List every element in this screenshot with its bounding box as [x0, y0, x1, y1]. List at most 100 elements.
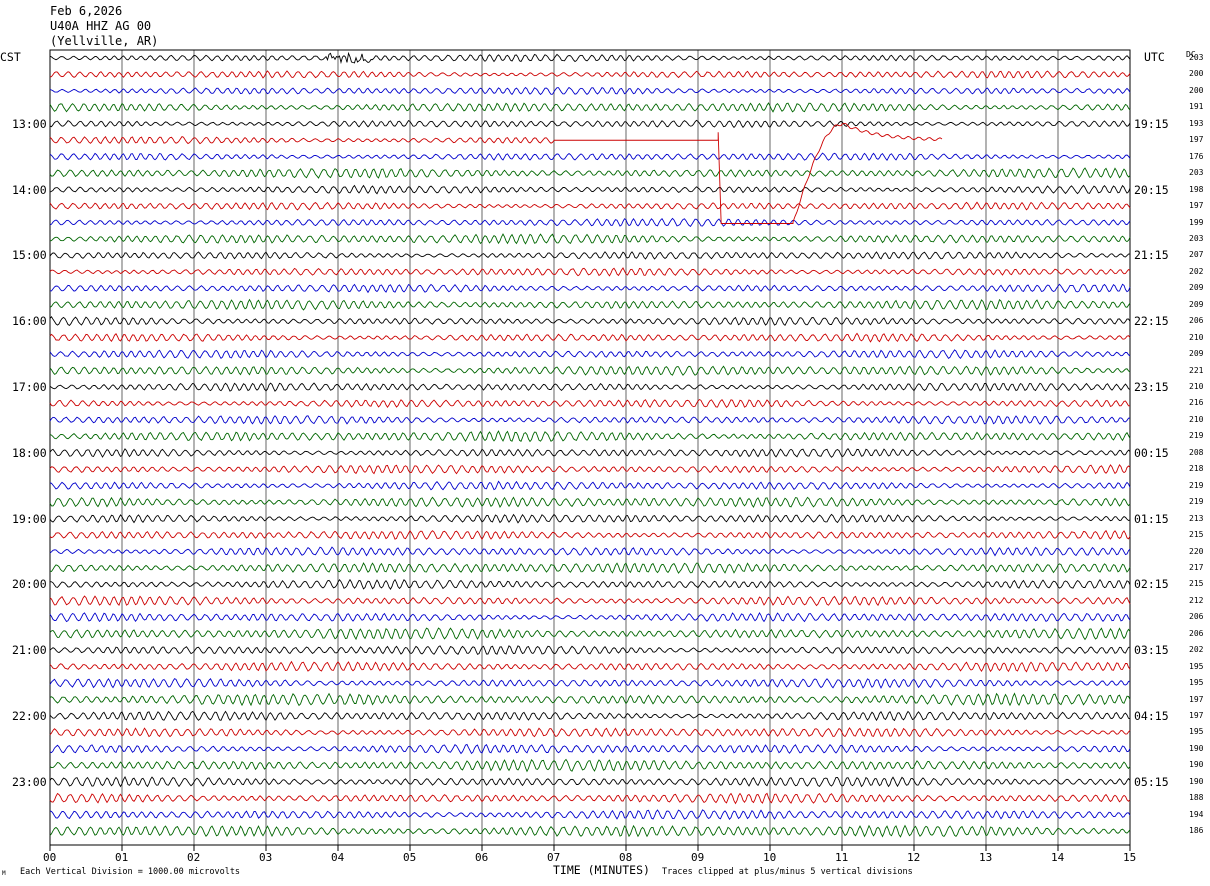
dc-offset-label: 206 [1189, 316, 1204, 326]
dc-offset-label: 217 [1189, 562, 1204, 572]
left-hour-label: 16:00 [12, 314, 47, 329]
dc-offset-label: 186 [1189, 826, 1204, 836]
seismic-trace [49, 529, 1131, 541]
left-hour-label: 22:00 [12, 709, 47, 723]
right-hour-label: 02:15 [1134, 577, 1169, 592]
dc-offset-label: 197 [1189, 135, 1204, 145]
dc-offset-label: 215 [1189, 579, 1204, 589]
left-hour-label: 23:00 [12, 774, 47, 789]
dc-offset-label: 209 [1189, 349, 1204, 359]
station-label: U40A HHZ AG 00 [50, 19, 152, 33]
x-tick-label: 11 [835, 851, 849, 864]
x-tick-label: 12 [907, 851, 921, 864]
x-tick-label: 04 [331, 851, 345, 864]
dc-offset-label: 219 [1189, 497, 1204, 507]
seismic-trace [49, 758, 1131, 773]
left-hour-label: 13:00 [12, 116, 47, 131]
dc-offset-label: 197 [1189, 201, 1204, 211]
right-hour-label: 23:15 [1134, 380, 1169, 394]
seismic-trace [49, 267, 1131, 277]
dc-offset-label: 215 [1189, 530, 1204, 540]
x-tick-label: 00 [43, 851, 57, 864]
left-hour-label: 17:00 [12, 380, 47, 394]
dc-offset-label: 202 [1189, 266, 1204, 276]
x-tick-label: 08 [619, 851, 633, 864]
dc-offset-label: 191 [1189, 102, 1204, 112]
dc-offset-label: 203 [1189, 53, 1204, 62]
dc-offset-label: 203 [1189, 168, 1204, 178]
left-hour-label: 19:00 [12, 511, 47, 526]
dc-offset-label: 197 [1189, 694, 1204, 704]
seismic-trace [49, 727, 1131, 738]
seismic-trace [49, 217, 1131, 228]
left-hour-label: 20:00 [12, 577, 47, 592]
seismic-trace [49, 463, 1131, 475]
dc-offset-label: 199 [1189, 217, 1204, 227]
dc-offset-label: 213 [1189, 513, 1204, 523]
dc-offset-label: 209 [1189, 299, 1204, 309]
dc-offset-label: 212 [1189, 595, 1204, 605]
seismic-trace [49, 660, 1131, 673]
seismic-trace [49, 152, 1131, 161]
dc-offset-label: 202 [1189, 645, 1204, 655]
dc-offset-label: 209 [1189, 283, 1204, 293]
dc-offset-label: 200 [1189, 69, 1204, 79]
dc-offset-label: 203 [1189, 233, 1204, 243]
right-hour-label: 01:15 [1134, 511, 1169, 526]
seismic-trace [49, 627, 1131, 641]
seismic-trace [49, 119, 1131, 129]
plot-frame [49, 49, 1131, 846]
seismic-trace [49, 349, 1131, 360]
seismic-trace [49, 332, 1131, 343]
seismic-trace [49, 316, 1131, 327]
clip-note: Traces clipped at plus/minus 5 vertical … [662, 867, 913, 877]
dc-offset-label: 206 [1189, 612, 1204, 622]
dc-offset-label: 197 [1189, 711, 1204, 720]
scale-note: Each Vertical Division = 1000.00 microvo… [20, 867, 241, 877]
seismic-trace [49, 824, 1131, 838]
seismic-trace [49, 430, 1131, 443]
dc-offset-label: 207 [1189, 250, 1204, 260]
left-hour-label: 15:00 [12, 248, 47, 263]
right-hour-label: 05:15 [1134, 774, 1169, 789]
seismic-trace [49, 184, 1131, 195]
dc-offset-label: 210 [1189, 332, 1204, 342]
seismic-trace [49, 611, 1131, 623]
right-hour-label: 22:15 [1134, 314, 1169, 329]
x-tick-label: 05 [403, 851, 417, 864]
left-hour-label: 21:00 [12, 643, 47, 658]
right-hour-label: 21:15 [1134, 248, 1169, 263]
dc-offset-label: 190 [1189, 760, 1204, 770]
x-tick-label: 06 [475, 851, 489, 864]
x-tick-label: 13 [979, 851, 993, 864]
dc-offset-label: 195 [1189, 678, 1204, 688]
dc-offset-label: 220 [1189, 546, 1204, 556]
seismic-trace [49, 382, 1131, 392]
right-hour-label: 19:15 [1134, 116, 1169, 131]
dc-offset-label: 219 [1189, 431, 1204, 441]
seismic-trace [49, 513, 1131, 524]
seismic-trace [49, 283, 1131, 294]
seismic-trace [49, 102, 1131, 113]
x-tick-label: 01 [115, 851, 129, 864]
location-label: (Yellville, AR) [50, 34, 159, 48]
dc-offset-label: 208 [1189, 447, 1204, 457]
seismic-trace [49, 562, 1131, 574]
seismic-trace [49, 167, 1131, 179]
x-tick-label: 07 [547, 851, 561, 864]
seismic-trace [49, 809, 1131, 820]
right-hour-label: 03:15 [1134, 643, 1169, 658]
dc-offset-label: 195 [1189, 727, 1204, 737]
seismic-trace [49, 578, 1131, 590]
dc-offset-label: 195 [1189, 661, 1204, 671]
right-hour-label: 04:15 [1134, 709, 1169, 723]
left-hour-label: 14:00 [12, 182, 47, 197]
seismic-trace [49, 496, 1131, 509]
dc-offset-label: 216 [1189, 398, 1204, 408]
seismic-trace [49, 743, 1131, 755]
seismic-trace [49, 298, 1131, 311]
dc-offset-label: 200 [1189, 85, 1204, 95]
dc-offset-label: 198 [1189, 184, 1204, 194]
dc-offset-label: 176 [1189, 151, 1204, 161]
